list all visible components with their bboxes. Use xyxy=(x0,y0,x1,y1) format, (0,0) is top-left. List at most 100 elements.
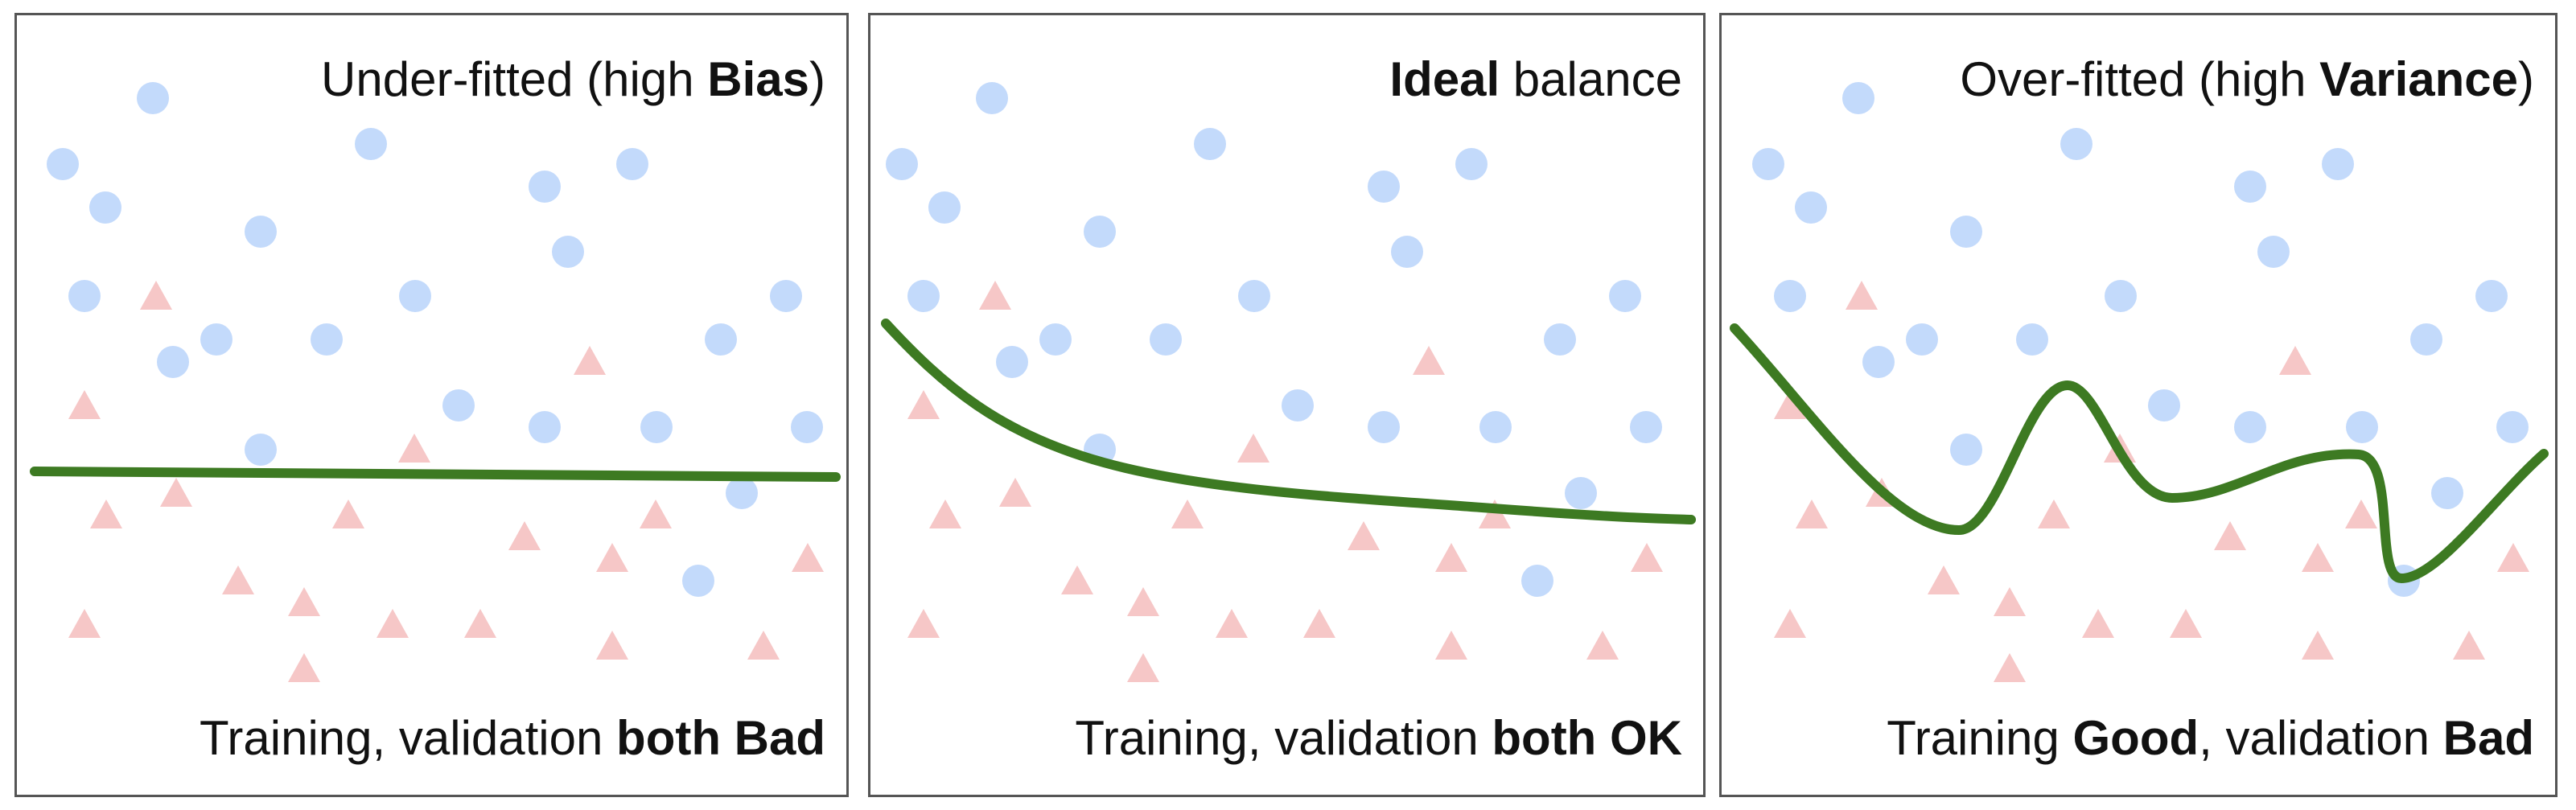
circle-point xyxy=(2105,280,2137,312)
triangle-point xyxy=(1994,587,2026,616)
scatter-plot-underfitted xyxy=(30,82,841,682)
triangle-point xyxy=(160,478,192,507)
triangle-point xyxy=(1216,609,1248,638)
circle-point xyxy=(157,346,189,378)
circle-point xyxy=(1795,191,1827,224)
triangle-point xyxy=(1479,500,1511,528)
circle-point xyxy=(2234,171,2266,203)
triangle-point xyxy=(1631,543,1663,572)
triangle-point xyxy=(574,346,606,375)
circle-point xyxy=(529,411,561,443)
triangle-point xyxy=(2497,543,2529,572)
panel-caption: Training Good, validation Bad xyxy=(1887,711,2534,765)
circle-point xyxy=(1544,323,1576,356)
triangle-point xyxy=(2302,543,2334,572)
circle-point xyxy=(1906,323,1938,356)
circle-point xyxy=(1039,323,1072,356)
triangle-point xyxy=(288,653,320,682)
triangles xyxy=(1774,281,2529,682)
triangle-point xyxy=(2453,631,2485,660)
circle-point xyxy=(1862,346,1895,378)
circle-point xyxy=(245,216,277,248)
circle-point xyxy=(907,280,940,312)
triangle-point xyxy=(1846,281,1878,310)
circle-point xyxy=(1842,82,1874,114)
triangle-point xyxy=(2279,346,2311,375)
triangle-point xyxy=(1303,609,1335,638)
triangle-point xyxy=(68,609,101,638)
triangle-point xyxy=(2345,500,2377,528)
triangle-point xyxy=(1061,565,1093,594)
triangle-point xyxy=(1127,653,1159,682)
triangle-point xyxy=(288,587,320,616)
circle-point xyxy=(996,346,1028,378)
decision-boundary-overfit xyxy=(1730,323,2549,583)
triangle-point xyxy=(792,543,824,572)
triangle-point xyxy=(1171,500,1204,528)
circle-point xyxy=(1455,148,1488,180)
triangle-point xyxy=(222,565,254,594)
panel-overfitted: Over-fitted (high Variance) Training Goo… xyxy=(1719,13,2557,797)
triangle-point xyxy=(747,631,780,660)
circle-point xyxy=(1950,216,1982,248)
circle-point xyxy=(682,565,714,597)
panel-ideal: Ideal balance Training, validation both … xyxy=(868,13,1706,797)
circle-point xyxy=(2496,411,2529,443)
circle-point xyxy=(1950,434,1982,466)
triangle-point xyxy=(1796,500,1828,528)
circle-point xyxy=(770,280,802,312)
circle-point xyxy=(1479,411,1512,443)
triangle-point xyxy=(929,500,961,528)
circle-point xyxy=(2475,280,2508,312)
circle-point xyxy=(1084,216,1116,248)
decision-boundary-smooth xyxy=(881,319,1696,524)
circles xyxy=(1752,82,2529,597)
triangle-point xyxy=(1413,346,1445,375)
circle-point xyxy=(245,434,277,466)
circle-point xyxy=(2410,323,2442,356)
circle-point xyxy=(928,191,961,224)
circle-point xyxy=(2234,411,2266,443)
triangle-point xyxy=(2170,609,2202,638)
circle-point xyxy=(1238,280,1270,312)
triangle-point xyxy=(508,521,541,550)
triangle-point xyxy=(1586,631,1619,660)
triangle-point xyxy=(907,609,940,638)
panel-caption: Training, validation both Bad xyxy=(199,711,825,765)
circle-point xyxy=(1150,323,1182,356)
triangle-point xyxy=(68,390,101,419)
triangle-point xyxy=(596,543,628,572)
circle-point xyxy=(47,148,79,180)
circle-point xyxy=(552,236,584,268)
triangle-point xyxy=(332,500,364,528)
circle-point xyxy=(200,323,232,356)
triangle-point xyxy=(1774,390,1806,419)
triangle-point xyxy=(90,500,122,528)
triangles xyxy=(68,281,824,682)
circles xyxy=(886,82,1662,597)
circle-point xyxy=(1391,236,1423,268)
triangle-point xyxy=(2082,609,2114,638)
circle-point xyxy=(1752,148,1784,180)
circle-point xyxy=(1368,411,1400,443)
circle-point xyxy=(529,171,561,203)
triangle-point xyxy=(1348,521,1380,550)
circle-point xyxy=(1194,128,1226,160)
circle-point xyxy=(1521,565,1553,597)
circle-point xyxy=(886,148,918,180)
circle-point xyxy=(442,389,475,421)
circle-point xyxy=(1774,280,1806,312)
circle-point xyxy=(2431,477,2463,509)
circle-point xyxy=(2148,389,2180,421)
triangle-point xyxy=(1435,543,1467,572)
triangle-point xyxy=(1774,609,1806,638)
triangle-point xyxy=(907,390,940,419)
circle-point xyxy=(1609,280,1641,312)
circle-point xyxy=(616,148,648,180)
triangle-point xyxy=(2038,500,2070,528)
triangle-point xyxy=(999,478,1031,507)
circle-point xyxy=(726,477,758,509)
circle-point xyxy=(705,323,737,356)
triangle-point xyxy=(377,609,409,638)
triangle-point xyxy=(1994,653,2026,682)
